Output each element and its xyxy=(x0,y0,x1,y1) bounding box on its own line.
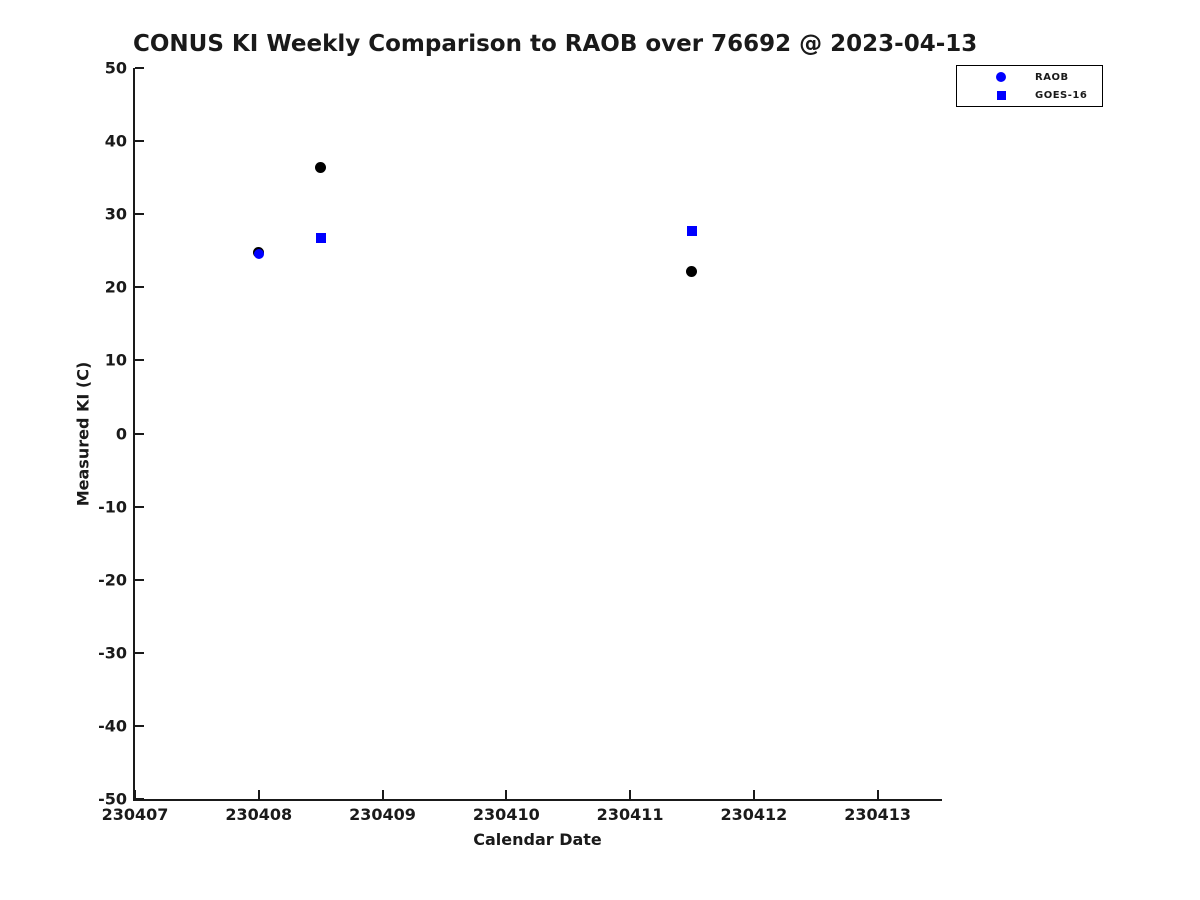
data-point-GOES-16 xyxy=(686,226,697,236)
data-point-black-dots-unlabeled xyxy=(686,266,698,278)
x-tick-label: 230413 xyxy=(844,805,912,824)
y-tick-label: 50 xyxy=(104,58,127,78)
x-tick xyxy=(381,790,384,799)
y-tick xyxy=(135,651,144,654)
x-tick xyxy=(876,790,879,799)
plot-area: 230407 230408 230409 230410 230411 230412 2304… xyxy=(98,59,942,824)
legend-item-goes16: GOES-16 xyxy=(957,86,1102,104)
data-point-black-dots-unlabeled xyxy=(315,161,327,173)
x-tick-label: 230409 xyxy=(349,805,416,824)
chart-title: CONUS KI Weekly Comparison to RAOB over … xyxy=(133,31,978,57)
y-tick-label: 40 xyxy=(104,131,127,151)
raob-legend-marker-slot xyxy=(993,72,1009,82)
x-tick-label: 230412 xyxy=(720,805,788,824)
y-tick xyxy=(135,578,144,581)
data-point-RAOB xyxy=(253,249,264,260)
x-tick-label: 230411 xyxy=(596,805,664,824)
y-tick-label: 20 xyxy=(104,277,127,297)
y-tick-label: 10 xyxy=(104,350,127,370)
y-tick xyxy=(135,213,144,216)
y-tick-label: -50 xyxy=(98,789,127,809)
y-tick xyxy=(135,359,144,362)
y-tick-label: -10 xyxy=(98,497,127,517)
y-tick-label: -40 xyxy=(98,716,127,736)
y-tick-label: 0 xyxy=(115,424,127,443)
x-tick-label: 230407 xyxy=(101,805,169,824)
y-tick xyxy=(135,798,144,800)
x-tick xyxy=(257,790,260,799)
x-tick xyxy=(505,790,508,799)
x-axis-label: Calendar Date xyxy=(473,830,602,849)
y-tick xyxy=(135,724,144,727)
y-tick xyxy=(135,140,144,143)
y-tick xyxy=(135,505,144,508)
x-tick-label: 230408 xyxy=(225,805,293,824)
x-tick xyxy=(629,790,632,799)
data-point-GOES-16 xyxy=(315,233,326,244)
x-tick-label: 230410 xyxy=(472,805,540,824)
x-tick xyxy=(134,790,136,799)
legend-label-raob: RAOB xyxy=(1035,71,1069,83)
y-tick-label: 30 xyxy=(104,204,127,224)
x-tick xyxy=(752,790,755,799)
goes16-square-icon xyxy=(996,90,1006,100)
y-tick xyxy=(135,67,144,69)
y-axis-label: Measured KI (C) xyxy=(73,361,93,507)
legend: RAOB GOES-16 xyxy=(956,65,1103,107)
goes16-legend-marker-slot xyxy=(993,90,1009,100)
y-tick-label: -30 xyxy=(98,643,127,663)
raob-circle-icon xyxy=(996,72,1006,82)
y-tick-label: -20 xyxy=(98,570,127,590)
legend-label-goes16: GOES-16 xyxy=(1035,89,1088,101)
y-tick xyxy=(135,286,144,289)
y-tick xyxy=(135,432,144,435)
legend-item-raob: RAOB xyxy=(957,68,1102,86)
